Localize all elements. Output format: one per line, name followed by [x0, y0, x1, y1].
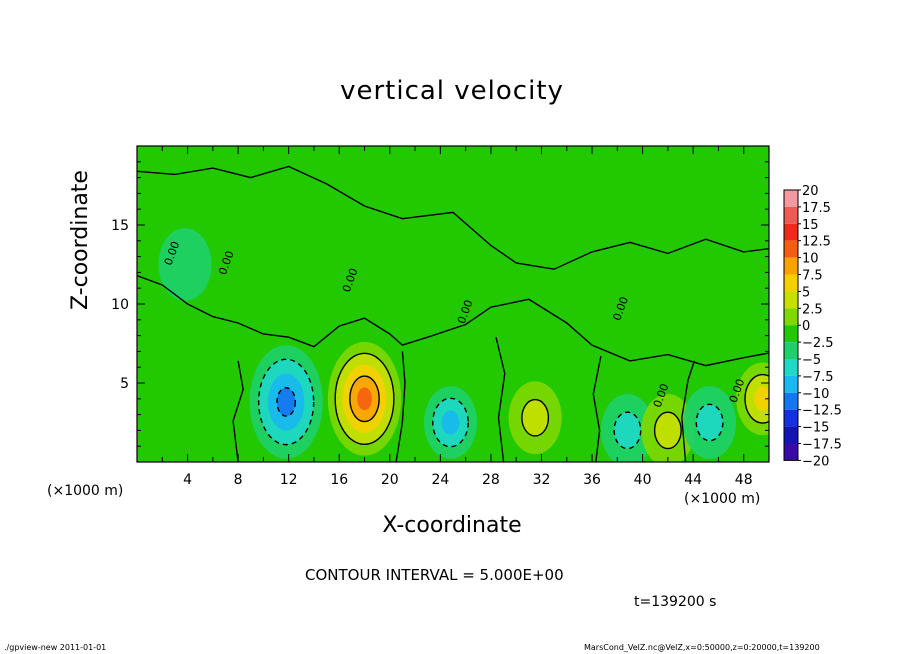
x-tick-label: 28: [482, 472, 500, 488]
y-tick-label: 10: [111, 297, 129, 313]
field-band-8-0: [158, 228, 212, 301]
colorbar-label: −12.5: [802, 404, 842, 419]
colorbar-swatch: [784, 206, 798, 224]
colorbar-swatch: [784, 291, 798, 309]
x-tick-label: 40: [634, 472, 652, 488]
zero-contour-6: [232, 360, 244, 462]
x-tick-label: 16: [330, 472, 348, 488]
colorbar-label: 5: [802, 285, 810, 300]
field-band-7-2: [753, 386, 769, 411]
contour-0-10: [349, 375, 380, 423]
zero-contour-0: [137, 165, 769, 270]
colorbar-swatch: [784, 274, 798, 292]
x-tick-label: 48: [735, 472, 753, 488]
field-band-5-1: [654, 412, 682, 449]
y-tick-group: 5 10 15: [111, 161, 769, 447]
x-tick-label: 24: [431, 472, 449, 488]
zero-contour-3: [495, 337, 506, 462]
colorbar-swatch: [784, 375, 798, 393]
colorbar-label: 12.5: [802, 235, 831, 250]
field-band-2-2: [441, 410, 460, 435]
colorbar: 20 17.5 15 12.5 10 7.55 2.5 0 −2.5 −5 −7.5 −10 −12.5…: [783, 184, 842, 469]
colorbar-label: −5: [802, 353, 821, 368]
contour-1-5: [257, 358, 315, 446]
colorbar-label: −17.5: [802, 438, 842, 453]
chart-title: vertical velocity: [340, 76, 564, 106]
colorbar-label: −7.5: [802, 370, 834, 385]
x-tick-label: 36: [583, 472, 601, 488]
field-band-6-1: [696, 404, 723, 441]
field-band-3-1: [521, 399, 549, 436]
colorbar-label: 20: [802, 184, 819, 199]
colorbar-swatch: [784, 223, 798, 241]
contour-7-5: [744, 373, 769, 424]
time-label: t=139200 s: [634, 594, 717, 610]
zero-contour-2: [395, 351, 406, 462]
colorbar-label: −15: [802, 421, 829, 436]
colorbar-swatch: [784, 359, 798, 376]
colorbar-label: 15: [802, 218, 819, 233]
colorbar-swatch: [784, 409, 798, 427]
contour-6-5: [695, 403, 724, 442]
contour-4-5: [613, 411, 642, 450]
contour-3-5: [521, 398, 550, 437]
x-axis-unit-right: (×1000 m): [684, 491, 761, 507]
contour-1-10: [276, 387, 297, 417]
x-tick-label: 12: [280, 472, 298, 488]
colorbar-swatch: [784, 392, 798, 410]
velocity-field: [158, 228, 769, 462]
field-band-1-3: [276, 387, 296, 417]
colorbar-label: −20: [802, 454, 829, 469]
colorbar-swatch: [784, 190, 798, 207]
colorbar-label: 2.5: [802, 302, 823, 317]
colorbar-label: 10: [802, 252, 819, 267]
colorbar-swatch: [784, 308, 798, 326]
x-tick-group: 4 8 12 16 20 24 28 32 36 40 44 48: [161, 146, 753, 488]
colorbar-swatch: [784, 426, 798, 444]
y-tick-label: 5: [120, 376, 129, 392]
contour-2-5: [432, 397, 469, 448]
x-tick-label: 44: [684, 472, 702, 488]
zero-contour-4: [592, 355, 602, 462]
colorbar-label: −10: [802, 387, 829, 402]
contour-0-5: [334, 352, 395, 446]
footer-command: ./gpview-new 2011-01-01: [4, 643, 107, 652]
x-tick-label: 20: [381, 472, 399, 488]
contour-5-5: [653, 411, 682, 450]
footer-source: MarsCond_VelZ.nc@VelZ,x=0:50000,z=0:2000…: [584, 643, 820, 652]
colorbar-swatch: [784, 240, 798, 258]
x-axis-unit-left: (×1000 m): [47, 483, 124, 499]
field-band-0-4: [357, 387, 372, 411]
x-tick-label: 32: [533, 472, 551, 488]
colorbar-swatch: [784, 342, 798, 359]
y-tick-label: 15: [111, 218, 129, 234]
x-tick-label: 8: [234, 472, 243, 488]
colorbar-swatch: [784, 257, 798, 275]
contour-interval-label: CONTOUR INTERVAL = 5.000E+00: [305, 566, 564, 584]
x-tick-label: 4: [183, 472, 192, 488]
field-band-4-1: [614, 412, 641, 449]
y-axis-label: Z-coordinate: [68, 170, 93, 310]
zero-contour-1: [137, 274, 769, 367]
colorbar-label: 0: [802, 319, 810, 334]
contour-lines: [137, 165, 769, 462]
x-axis-label: X-coordinate: [382, 513, 522, 538]
colorbar-label: 17.5: [802, 201, 831, 216]
zero-contour-5: [681, 360, 696, 462]
colorbar-swatch: [784, 443, 798, 461]
colorbar-label: 7.5: [802, 269, 823, 284]
colorbar-swatch: [784, 325, 798, 343]
colorbar-label: −2.5: [802, 336, 834, 351]
